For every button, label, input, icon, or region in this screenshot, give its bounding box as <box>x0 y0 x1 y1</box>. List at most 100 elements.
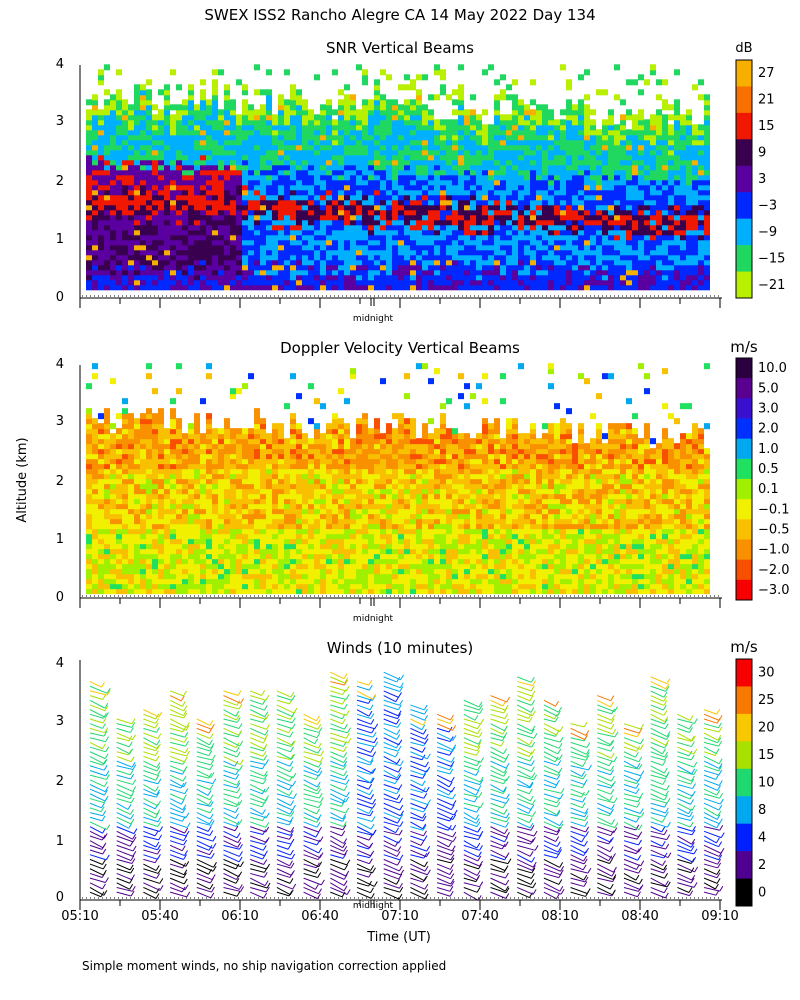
snr-cell <box>248 234 254 241</box>
snr-cell <box>98 149 104 156</box>
doppler-cell <box>128 438 134 445</box>
snr-cell <box>122 219 128 226</box>
doppler-cell <box>110 438 116 445</box>
snr-cell <box>416 179 422 186</box>
doppler-cell <box>194 568 200 575</box>
snr-cell <box>248 164 254 171</box>
snr-cell <box>452 129 458 136</box>
doppler-cell <box>248 588 254 595</box>
snr-cell <box>290 99 296 106</box>
snr-cell <box>236 224 242 231</box>
snr-cell <box>704 169 710 176</box>
snr-cell <box>572 234 578 241</box>
doppler-cell <box>152 543 158 550</box>
snr-cell <box>170 259 176 266</box>
snr-cell <box>470 209 476 216</box>
snr-cell <box>392 219 398 226</box>
snr-cell <box>650 274 656 281</box>
snr-cell <box>134 139 140 146</box>
snr-cell <box>128 274 134 281</box>
doppler-cell <box>122 418 128 425</box>
snr-cell <box>704 119 710 126</box>
snr-cell <box>542 264 548 271</box>
doppler-cell <box>224 433 230 440</box>
snr-cell <box>488 274 494 281</box>
snr-cell <box>98 199 104 206</box>
snr-cell <box>656 219 662 226</box>
snr-cbar-swatch-6 <box>736 218 752 246</box>
doppler-cell <box>122 493 128 500</box>
doppler-cell <box>116 498 122 505</box>
snr-cell <box>398 279 404 286</box>
snr-cell <box>128 264 134 271</box>
snr-cell <box>686 209 692 216</box>
snr-cell <box>206 99 212 106</box>
snr-cell <box>374 149 380 156</box>
snr-cell <box>590 204 596 211</box>
snr-cell <box>416 249 422 256</box>
snr-cell <box>386 109 392 116</box>
snr-cell <box>344 179 350 186</box>
doppler-cell <box>104 573 110 580</box>
snr-cell <box>248 179 254 186</box>
snr-cell <box>134 194 140 201</box>
snr-cell <box>338 134 344 141</box>
snr-cell <box>326 134 332 141</box>
snr-cell <box>632 154 638 161</box>
snr-cell <box>686 244 692 251</box>
snr-cell <box>278 199 284 206</box>
snr-cell <box>110 209 116 216</box>
snr-cell <box>278 234 284 241</box>
snr-cell <box>470 244 476 251</box>
snr-cell <box>650 259 656 266</box>
snr-cell <box>620 254 626 261</box>
snr-cell <box>698 244 704 251</box>
snr-cell <box>572 254 578 261</box>
snr-cell <box>152 154 158 161</box>
snr-cell <box>122 224 128 231</box>
snr-cell <box>596 234 602 241</box>
snr-cell <box>134 204 140 211</box>
snr-cell <box>134 184 140 191</box>
snr-cell <box>260 144 266 151</box>
snr-cell <box>410 174 416 181</box>
snr-cell <box>470 279 476 286</box>
snr-cell <box>398 174 404 181</box>
snr-cell <box>650 64 656 71</box>
snr-cell <box>572 209 578 216</box>
snr-cell <box>326 129 332 136</box>
doppler-cell <box>248 493 254 500</box>
doppler-cell <box>182 523 188 530</box>
snr-cell <box>338 234 344 241</box>
snr-cell <box>170 134 176 141</box>
snr-cell <box>332 144 338 151</box>
snr-cell <box>650 69 656 76</box>
doppler-cell <box>206 478 212 485</box>
snr-cell <box>578 254 584 261</box>
snr-cell <box>638 229 644 236</box>
snr-cell <box>248 194 254 201</box>
doppler-cell <box>224 568 230 575</box>
snr-cell <box>98 129 104 136</box>
snr-cell <box>326 274 332 281</box>
snr-cell <box>506 194 512 201</box>
snr-cell <box>284 124 290 131</box>
snr-cell <box>182 239 188 246</box>
snr-cell <box>242 129 248 136</box>
snr-cell <box>314 124 320 131</box>
snr-cell <box>542 229 548 236</box>
snr-cell <box>596 174 602 181</box>
snr-cell <box>194 144 200 151</box>
snr-cell <box>308 214 314 221</box>
snr-cell <box>416 154 422 161</box>
snr-cell <box>614 174 620 181</box>
doppler-cell <box>194 583 200 590</box>
snr-cell <box>584 224 590 231</box>
snr-cell <box>296 154 302 161</box>
snr-cell <box>92 274 98 281</box>
snr-cell <box>230 144 236 151</box>
snr-cell <box>152 259 158 266</box>
doppler-cell <box>92 418 98 425</box>
snr-cell <box>602 164 608 171</box>
snr-cell <box>530 144 536 151</box>
